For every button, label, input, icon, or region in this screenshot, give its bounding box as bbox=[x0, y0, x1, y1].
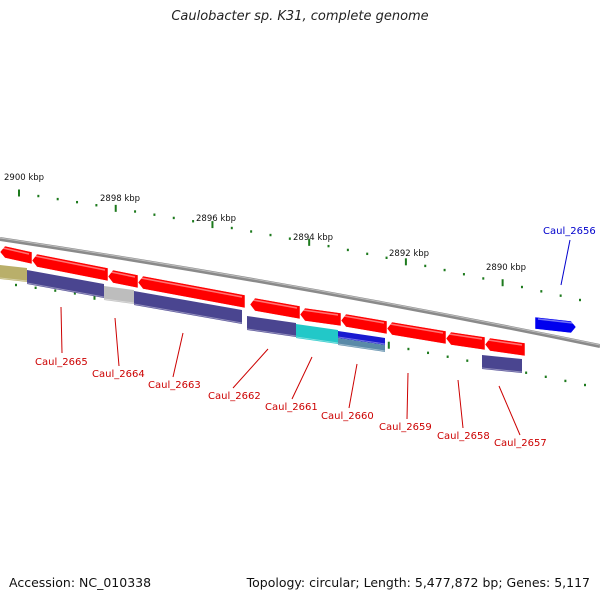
gene-label[interactable]: Caul_2658 bbox=[437, 431, 490, 442]
leader-line-0 bbox=[60, 306, 63, 354]
genome-backbone bbox=[0, 237, 600, 348]
gene-label[interactable]: Caul_2662 bbox=[208, 391, 261, 402]
leader-line-8 bbox=[498, 385, 521, 436]
cds-arrow-2665 bbox=[0, 245, 33, 265]
domain-block-grey bbox=[104, 286, 134, 304]
leader-line-3 bbox=[232, 348, 269, 389]
domain-block-2663 bbox=[134, 291, 242, 324]
gene-label[interactable]: Caul_2663 bbox=[148, 380, 201, 391]
cds-arrow-2658 bbox=[445, 331, 486, 351]
scale-label-0: 2900 kbp bbox=[4, 173, 44, 183]
domain-block-teal bbox=[338, 338, 385, 352]
map-title: Caulobacter sp. K31, complete genome bbox=[171, 9, 429, 24]
cds-arrow-2663a bbox=[107, 269, 139, 289]
scale-label-4: 2892 kbp bbox=[389, 249, 429, 259]
domain-block-2657 bbox=[482, 355, 522, 373]
leader-line-6 bbox=[406, 372, 409, 420]
gene-label[interactable]: Caul_2660 bbox=[321, 411, 374, 422]
cds-arrow-2659 bbox=[386, 321, 447, 345]
cds-arrow-2657 bbox=[484, 337, 526, 357]
leader-line-4 bbox=[291, 356, 313, 400]
domain-block-blue bbox=[338, 331, 385, 345]
topology-stats: Topology: circular; Length: 5,477,872 bp… bbox=[246, 575, 590, 590]
domain-block-2662 bbox=[247, 316, 296, 337]
gene-label[interactable]: Caul_2656 bbox=[543, 226, 596, 237]
cds-arrow-2664 bbox=[31, 253, 109, 282]
cds-arrow-2660 bbox=[340, 313, 388, 335]
gene-label[interactable]: Caul_2661 bbox=[265, 402, 318, 413]
leader-line-5 bbox=[348, 363, 358, 409]
domain-block-khaki bbox=[0, 265, 27, 282]
gene-features bbox=[0, 245, 577, 373]
scale-labels: 2900 kbp 2898 kbp 2896 kbp 2894 kbp 2892 kbp… bbox=[4, 173, 526, 273]
scale-label-1: 2898 kbp bbox=[100, 194, 140, 204]
leader-line-7 bbox=[457, 379, 464, 429]
scale-label-3: 2894 kbp bbox=[293, 233, 333, 243]
scale-label-5: 2890 kbp bbox=[486, 263, 526, 273]
cds-arrow-2656 bbox=[534, 316, 577, 334]
cds-arrow-2662 bbox=[249, 297, 301, 320]
outer-tick-marks bbox=[18, 189, 581, 302]
leader-line-2 bbox=[172, 332, 184, 378]
gene-label[interactable]: Caul_2665 bbox=[35, 357, 88, 368]
gene-label[interactable]: Caul_2659 bbox=[379, 422, 432, 433]
scale-label-2: 2896 kbp bbox=[196, 214, 236, 224]
gene-label[interactable]: Caul_2664 bbox=[92, 369, 145, 380]
gene-label-lines bbox=[60, 239, 571, 436]
leader-line-9 bbox=[560, 239, 571, 286]
leader-line-1 bbox=[114, 317, 120, 367]
cds-arrow-2663 bbox=[137, 275, 246, 309]
domain-block-cyan bbox=[296, 324, 338, 344]
domain-block-2664 bbox=[27, 270, 104, 298]
accession-text: Accession: NC_010338 bbox=[9, 575, 152, 590]
cds-arrow-2661 bbox=[299, 307, 342, 327]
gene-label[interactable]: Caul_2657 bbox=[494, 438, 547, 449]
